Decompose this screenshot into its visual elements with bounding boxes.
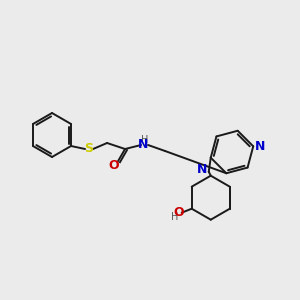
Text: H: H	[141, 135, 149, 145]
Text: N: N	[138, 139, 148, 152]
Text: S: S	[85, 142, 94, 155]
Text: N: N	[255, 140, 266, 153]
Text: O: O	[109, 159, 119, 172]
Text: H: H	[171, 212, 178, 222]
Text: O: O	[173, 206, 184, 219]
Text: N: N	[196, 163, 207, 176]
